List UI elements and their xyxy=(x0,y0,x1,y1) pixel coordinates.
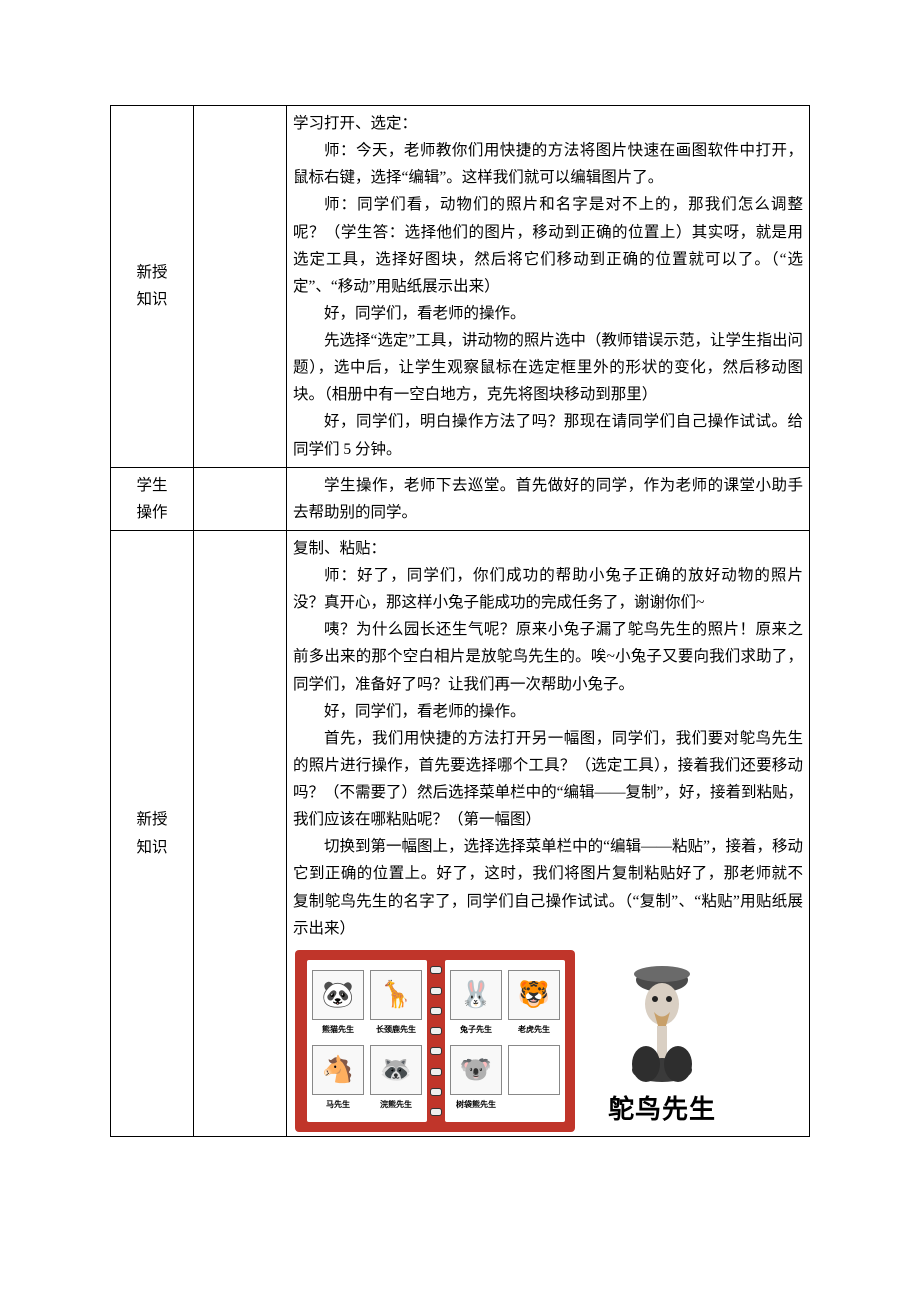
blank-cell xyxy=(194,530,287,1136)
ring-icon xyxy=(430,1007,442,1015)
row-label: 新授 xyxy=(117,259,187,286)
row-label: 操作 xyxy=(117,499,187,526)
slot-row: 🐨 树袋熊先生 xyxy=(449,1045,561,1112)
ring-icon xyxy=(430,1108,442,1116)
animal-caption: 兔子先生 xyxy=(460,1023,492,1037)
ring-icon xyxy=(430,987,442,995)
para: 师：今天，老师教你们用快捷的方法将图片快速在画图软件中打开，鼠标右键，选择“编辑… xyxy=(293,137,803,191)
animal-photo: 🐨 xyxy=(450,1045,502,1095)
ring-icon xyxy=(430,1088,442,1096)
album-slot: 🐨 树袋熊先生 xyxy=(449,1045,503,1112)
animal-caption: 浣熊先生 xyxy=(380,1098,412,1112)
album-slot: 🦝 浣熊先生 xyxy=(369,1045,423,1112)
album-binding xyxy=(431,960,441,1122)
para: 师：好了，同学们，你们成功的帮助小兔子正确的放好动物的照片没？真开心，那这样小兔… xyxy=(293,562,803,616)
album-slot: 🐴 马先生 xyxy=(311,1045,365,1112)
table-row: 新授 知识 学习打开、选定： 师：今天，老师教你们用快捷的方法将图片快速在画图软… xyxy=(111,106,810,468)
animal-caption: 老虎先生 xyxy=(518,1023,550,1037)
content-cell: 复制、粘贴： 师：好了，同学们，你们成功的帮助小兔子正确的放好动物的照片没？真开… xyxy=(287,530,810,1136)
row-label: 新授 xyxy=(117,806,187,833)
album-slot: 🐼 熊猫先生 xyxy=(311,970,365,1037)
blank-cell xyxy=(194,467,287,530)
ring-icon xyxy=(430,1068,442,1076)
para: 首先，我们用快捷的方法打开另一幅图，同学们，我们要对鸵鸟先生的照片进行操作，首先… xyxy=(293,725,803,834)
para: 好，同学们，看老师的操作。 xyxy=(293,300,803,327)
ring-icon xyxy=(430,1047,442,1055)
animal-caption: 熊猫先生 xyxy=(322,1023,354,1037)
slot-row: 🐰 兔子先生 🐯 老虎先生 xyxy=(449,970,561,1037)
album-slot: 🦒 长颈鹿先生 xyxy=(369,970,423,1037)
photo-album: 🐼 熊猫先生 🦒 长颈鹿先生 🐴 xyxy=(295,950,575,1132)
page: 新授 知识 学习打开、选定： 师：今天，老师教你们用快捷的方法将图片快速在画图软… xyxy=(0,0,920,1302)
row-label: 学生 xyxy=(117,472,187,499)
ring-icon xyxy=(430,1027,442,1035)
para: 好，同学们，看老师的操作。 xyxy=(293,698,803,725)
lesson-table: 新授 知识 学习打开、选定： 师：今天，老师教你们用快捷的方法将图片快速在画图软… xyxy=(110,105,810,1137)
album-slot xyxy=(507,1045,561,1112)
album-left-page: 🐼 熊猫先生 🦒 长颈鹿先生 🐴 xyxy=(307,960,427,1122)
lead-text: 复制、粘贴： xyxy=(293,535,803,562)
ostrich-figure xyxy=(597,950,727,1085)
row-label-cell: 学生 操作 xyxy=(111,467,194,530)
para: 学生操作，老师下去巡堂。首先做好的同学，作为老师的课堂小助手去帮助别的同学。 xyxy=(293,472,803,526)
ring-icon xyxy=(430,966,442,974)
para: 切换到第一幅图上，选择选择菜单栏中的“编辑——粘贴”，接着，移动它到正确的位置上… xyxy=(293,833,803,942)
ostrich-label: 鸵鸟先生 xyxy=(608,1087,716,1133)
animal-caption: 长颈鹿先生 xyxy=(376,1023,416,1037)
album-slot: 🐯 老虎先生 xyxy=(507,970,561,1037)
para: 先选择“选定”工具，讲动物的照片选中（教师错误示范，让学生指出问题），选中后，让… xyxy=(293,327,803,408)
animal-photo-empty xyxy=(508,1045,560,1095)
content-cell: 学习打开、选定： 师：今天，老师教你们用快捷的方法将图片快速在画图软件中打开，鼠… xyxy=(287,106,810,468)
animal-caption: 马先生 xyxy=(326,1098,350,1112)
row-label: 知识 xyxy=(117,286,187,313)
row-label-cell: 新授 知识 xyxy=(111,106,194,468)
para: 师：同学们看，动物们的照片和名字是对不上的，那我们怎么调整呢？（学生答：选择他们… xyxy=(293,191,803,300)
table-row: 学生 操作 学生操作，老师下去巡堂。首先做好的同学，作为老师的课堂小助手去帮助别… xyxy=(111,467,810,530)
table-row: 新授 知识 复制、粘贴： 师：好了，同学们，你们成功的帮助小兔子正确的放好动物的… xyxy=(111,530,810,1136)
animal-photo: 🦒 xyxy=(370,970,422,1020)
illustration-block: 🐼 熊猫先生 🦒 长颈鹿先生 🐴 xyxy=(293,950,803,1133)
animal-photo: 🐯 xyxy=(508,970,560,1020)
animal-photo: 🦝 xyxy=(370,1045,422,1095)
para: 好，同学们，明白操作方法了吗？那现在请同学们自己操作试试。给同学们 5 分钟。 xyxy=(293,408,803,462)
animal-photo: 🐼 xyxy=(312,970,364,1020)
animal-photo: 🐰 xyxy=(450,970,502,1020)
ostrich-block: 鸵鸟先生 xyxy=(597,950,727,1133)
lead-text: 学习打开、选定： xyxy=(293,110,803,137)
ostrich-icon xyxy=(602,952,722,1082)
animal-photo: 🐴 xyxy=(312,1045,364,1095)
animal-caption xyxy=(533,1098,535,1112)
animal-caption: 树袋熊先生 xyxy=(456,1098,496,1112)
content-cell: 学生操作，老师下去巡堂。首先做好的同学，作为老师的课堂小助手去帮助别的同学。 xyxy=(287,467,810,530)
album-slot: 🐰 兔子先生 xyxy=(449,970,503,1037)
row-label: 知识 xyxy=(117,834,187,861)
album-right-page: 🐰 兔子先生 🐯 老虎先生 🐨 xyxy=(445,960,565,1122)
blank-cell xyxy=(194,106,287,468)
slot-row: 🐼 熊猫先生 🦒 长颈鹿先生 xyxy=(311,970,423,1037)
para: 咦？为什么园长还生气呢？原来小兔子漏了鸵鸟先生的照片！原来之前多出来的那个空白相… xyxy=(293,616,803,697)
slot-row: 🐴 马先生 🦝 浣熊先生 xyxy=(311,1045,423,1112)
row-label-cell: 新授 知识 xyxy=(111,530,194,1136)
